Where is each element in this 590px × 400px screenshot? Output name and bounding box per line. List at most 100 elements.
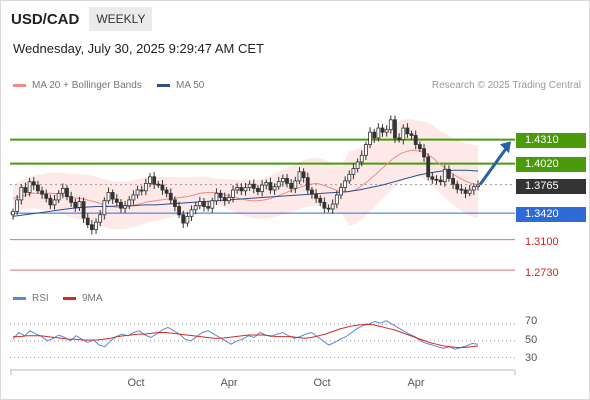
candle-body (56, 192, 61, 201)
candle-body (52, 199, 57, 206)
candle-body (131, 194, 136, 201)
rsi-ma9-line (13, 323, 479, 348)
candle-body (210, 200, 215, 209)
candle-body (36, 184, 40, 192)
candle-body (23, 187, 28, 193)
candle-body (401, 127, 406, 141)
candle-body (330, 203, 335, 210)
candle-body (181, 214, 186, 224)
title-bar: USD/CAD WEEKLY (11, 7, 153, 31)
candle-body (148, 176, 152, 184)
candle-body (334, 194, 339, 205)
legend-rsi: RSI (13, 293, 49, 304)
rsi-swatch (13, 297, 26, 300)
rsi-legend-label: RSI (32, 293, 49, 304)
candle-body (376, 127, 381, 139)
candle-body (102, 200, 107, 216)
candle-body (11, 211, 15, 216)
candle-body (256, 187, 260, 193)
candle-body (351, 168, 356, 175)
candle-body (139, 189, 144, 192)
candle-body (247, 183, 252, 188)
legend-ma50: MA 50 (157, 80, 204, 91)
candle-body (231, 189, 235, 198)
ma20-line (12, 149, 479, 208)
level-tag-r2: 1.4310 (516, 133, 586, 148)
candle-body (73, 201, 78, 208)
candle-body (355, 161, 360, 169)
candle-body (40, 190, 44, 195)
forecast-arrow-shaft (478, 146, 509, 186)
candle-body (89, 224, 94, 231)
candle-body (467, 189, 472, 194)
candle-body (197, 201, 202, 207)
candle-body (476, 184, 480, 188)
candle-body (310, 189, 314, 195)
candle-body (81, 201, 86, 219)
timestamp: Wednesday, July 30, 2025 9:29:47 AM CET (13, 41, 264, 56)
candle-body (422, 148, 426, 158)
period-badge[interactable]: WEEKLY (89, 7, 153, 31)
candle-body (318, 197, 323, 203)
candle-body (471, 186, 476, 191)
candle-body (226, 197, 231, 202)
candle-body (160, 184, 165, 191)
candle-body (438, 179, 443, 183)
candle-body (123, 205, 127, 209)
candle-body (447, 168, 451, 179)
candle-body (65, 187, 69, 198)
level-tag-r1: 1.4020 (516, 157, 586, 172)
ma20-legend-label: MA 20 + Bollinger Bands (32, 80, 142, 91)
candle-body (347, 173, 352, 182)
candle-body (405, 127, 410, 135)
level-label-s3: 1.2730 (525, 267, 559, 279)
level-label-s2: 1.3100 (525, 236, 559, 248)
candle-body (177, 206, 181, 216)
candle-body (164, 189, 169, 194)
candle-body (214, 192, 219, 202)
candle-body (110, 192, 115, 200)
rsi-tick-70: 70 (525, 315, 538, 327)
candle-body (143, 182, 148, 192)
source-credit: Research © 2025 Trading Central (431, 80, 581, 91)
candle-body (135, 189, 140, 196)
ma9-legend-label: 9MA (82, 293, 103, 304)
candle-body (301, 171, 306, 179)
candle-body (442, 168, 447, 183)
ma50-swatch (157, 84, 170, 87)
candle-body (193, 205, 198, 211)
candle-body (276, 181, 281, 188)
candle-body (280, 178, 285, 183)
candle-body (260, 184, 265, 193)
candle-body (426, 156, 431, 178)
legend-ma20: MA 20 + Bollinger Bands (13, 80, 142, 91)
candle-body (264, 182, 269, 186)
symbol-title: USD/CAD (11, 10, 80, 28)
candle-body (285, 178, 289, 184)
candle-body (393, 119, 397, 139)
ma20-swatch (13, 84, 26, 87)
candle-body (434, 178, 439, 181)
level-tag-s1: 1.3420 (516, 207, 586, 222)
rsi-tick-50: 50 (525, 334, 538, 346)
candle-body (359, 154, 364, 163)
candle-body (297, 171, 302, 182)
candle-body (15, 199, 20, 212)
forecast-arrow-head (500, 141, 511, 154)
rsi-line (12, 320, 479, 350)
candle-body (364, 144, 368, 156)
candle-body (85, 217, 90, 226)
candle-body (455, 183, 460, 190)
candle-body (31, 181, 36, 186)
candle-body (127, 199, 132, 207)
candle-body (463, 189, 468, 194)
candle-body (326, 207, 331, 210)
candle-body (206, 206, 211, 209)
candle-body (152, 176, 157, 185)
candle-body (413, 135, 418, 145)
candle-body (459, 188, 464, 191)
candle-body (417, 144, 422, 150)
candle-body (235, 187, 240, 191)
candle-body (368, 131, 372, 145)
